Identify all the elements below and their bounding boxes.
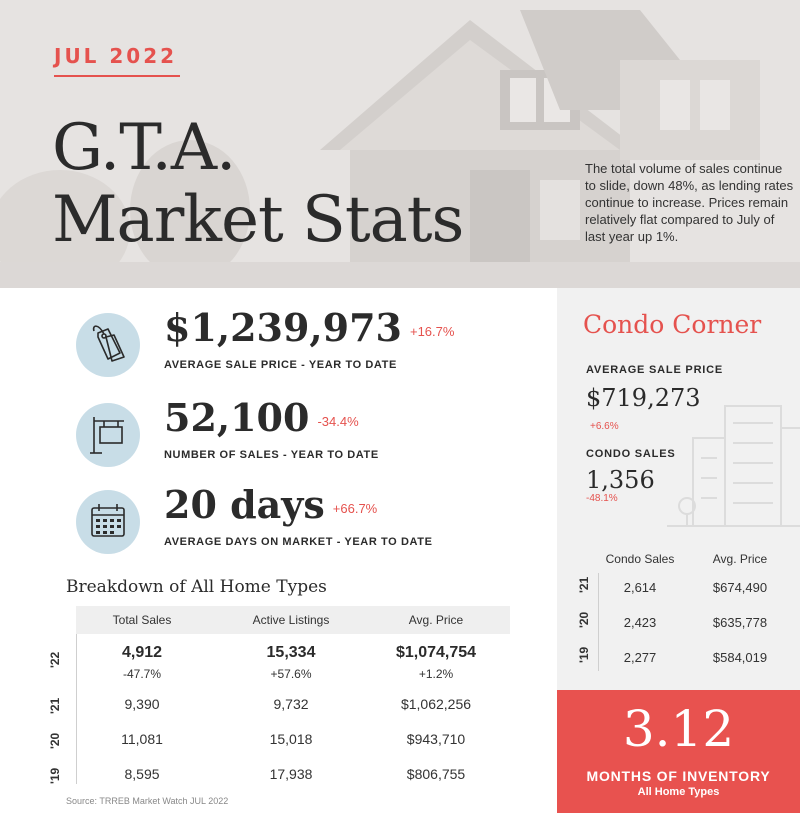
stat-label: AVERAGE SALE PRICE - YEAR TO DATE [164, 359, 397, 371]
cell-change: -47.7% [122, 667, 162, 681]
cell-avg-price: $943,710 [406, 731, 466, 747]
title-line-1: G.T.A. [52, 111, 236, 185]
cell-avg-price: $806,755 [406, 766, 466, 782]
table-divider [76, 634, 77, 784]
breakdown-title: Breakdown of All Home Types [66, 577, 327, 597]
cell-active-listings: 15,334 [266, 644, 316, 661]
stat-change: -34.4% [317, 414, 359, 429]
cell-total-sales: 8,595 [124, 766, 160, 782]
for-sale-sign-icon [76, 403, 140, 467]
condo-avg-price-change: +6.6% [590, 421, 619, 432]
report-date: JUL 2022 [54, 44, 178, 68]
column-header-condo-sales: Condo Sales [605, 552, 675, 566]
cell-condo-avg-price: $584,019 [712, 650, 768, 665]
cell-condo-sales: 2,614 [623, 580, 657, 595]
cell-condo-avg-price: $635,778 [712, 615, 768, 630]
cell-condo-avg-price: $674,490 [712, 580, 768, 595]
cell-avg-price: $1,062,256 [400, 696, 472, 712]
stat-label: NUMBER OF SALES - YEAR TO DATE [164, 449, 379, 461]
cell-change: +57.6% [270, 667, 312, 681]
date-underline [54, 75, 180, 77]
row-year: '19 [577, 646, 591, 663]
column-header-avg-price: Avg. Price [408, 613, 464, 627]
page-title: G.T.A. Market Stats [52, 111, 464, 257]
condo-avg-price-label: AVERAGE SALE PRICE [586, 364, 724, 376]
row-year: '21 [577, 576, 591, 593]
cell-total-sales: 11,081 [121, 731, 163, 747]
stat-value: 52,100 -34.4% [164, 395, 359, 440]
source-note: Source: TRREB Market Watch JUL 2022 [66, 796, 229, 806]
cell-total-sales: 4,912 [121, 644, 163, 661]
inventory-sublabel: All Home Types [637, 786, 720, 798]
title-line-2: Market Stats [52, 183, 464, 257]
calendar-icon [76, 490, 140, 554]
cell-avg-price: $1,074,754 [395, 644, 477, 661]
row-year: '20 [48, 732, 62, 749]
column-header-active-listings: Active Listings [252, 613, 330, 627]
stat-value: $1,239,973 +16.7% [164, 305, 455, 350]
condo-corner-panel: Condo Corner AVERAGE SALE PRICE $719,273… [557, 288, 800, 690]
cell-active-listings: 9,732 [273, 696, 309, 712]
cell-condo-sales: 2,277 [623, 650, 657, 665]
inventory-label: MONTHS OF INVENTORY [586, 768, 771, 784]
hero-banner: JUL 2022 G.T.A. Market Stats The total v… [0, 0, 800, 288]
city-skyline-icon [667, 405, 800, 527]
cell-total-sales: 9,390 [124, 696, 160, 712]
stat-change: +16.7% [409, 324, 455, 339]
inventory-value: 3.12 [622, 700, 735, 758]
condo-sales-change: -48.1% [586, 493, 618, 504]
cell-active-listings: 15,018 [269, 731, 313, 747]
row-year: '22 [48, 651, 62, 668]
months-of-inventory-box: 3.12 MONTHS OF INVENTORY All Home Types [557, 690, 800, 813]
stat-change: +66.7% [332, 501, 378, 516]
column-header-total-sales: Total Sales [112, 613, 172, 627]
row-year: '19 [48, 767, 62, 784]
cell-condo-sales: 2,423 [623, 615, 657, 630]
row-year: '20 [577, 611, 591, 628]
row-year: '21 [48, 697, 62, 714]
house-background-image [0, 0, 800, 288]
table-divider [598, 573, 599, 671]
condo-corner-title: Condo Corner [583, 310, 762, 339]
stat-value: 20 days +66.7% [164, 482, 378, 527]
intro-text: The total volume of sales continue to sl… [585, 161, 794, 244]
condo-avg-price-value: $719,273 [586, 384, 701, 412]
price-tag-icon [76, 313, 140, 377]
condo-sales-label: CONDO SALES [586, 448, 676, 460]
breakdown-table-header: Total Sales Active Listings Avg. Price [76, 606, 510, 634]
condo-sales-value: 1,356 [586, 466, 655, 494]
cell-active-listings: 17,938 [269, 766, 313, 782]
column-header-condo-avg-price: Avg. Price [712, 552, 768, 566]
cell-change: +1.2% [418, 667, 454, 681]
stat-label: AVERAGE DAYS ON MARKET - YEAR TO DATE [164, 536, 433, 548]
